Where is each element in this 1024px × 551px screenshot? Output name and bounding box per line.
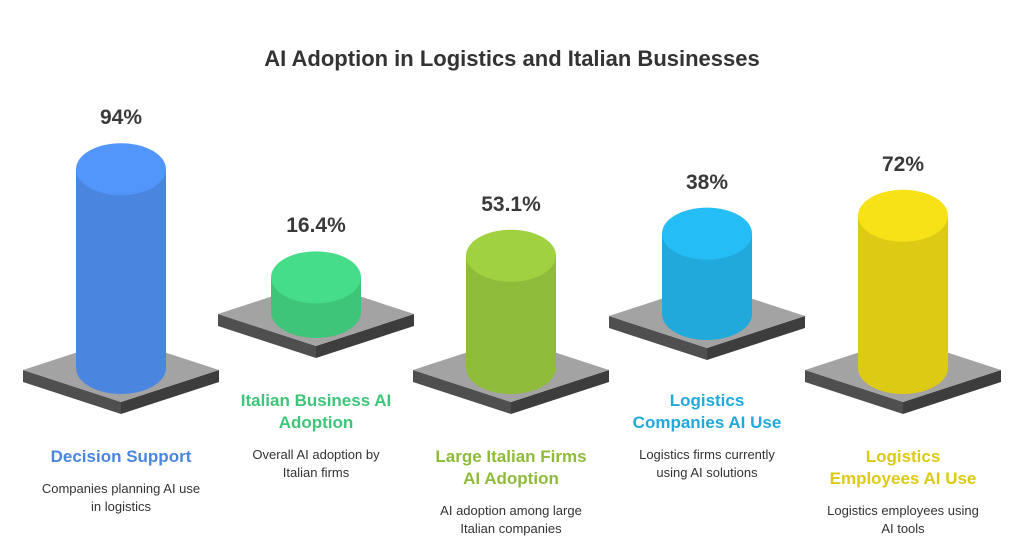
category-label: Decision Support [50, 447, 192, 466]
category-item: Large Italian Firms AI Adoption AI adopti… [411, 446, 611, 538]
platform-side-right [707, 316, 805, 360]
category-item: Logistics Employees AI Use Logistics empl… [803, 446, 1003, 538]
bar-group [23, 143, 219, 414]
category-description: Companies planning AI use in logistics [41, 481, 201, 514]
platform-side-left [805, 370, 903, 414]
bar-cap [76, 143, 166, 196]
data-label: 72% [881, 152, 925, 176]
data-label: 94% [99, 106, 143, 130]
platform-side-left [218, 314, 316, 358]
bar-group [218, 251, 414, 358]
category-label: Large Italian Firms AI Adoption [435, 447, 587, 488]
category-label: Logistics Employees AI Use [829, 447, 977, 488]
category-description: Logistics employees using AI tools [827, 503, 979, 536]
category-item: Logistics Companies AI Use Logistics firm… [607, 390, 807, 482]
bar [76, 169, 166, 394]
bar-cap [858, 189, 948, 242]
category-description: AI adoption among large Italian companie… [440, 503, 582, 536]
category-label: Logistics Companies AI Use [632, 391, 782, 432]
bar [662, 233, 752, 340]
data-label: 16.4% [286, 214, 346, 238]
bar-group [609, 207, 805, 360]
platform-side-right [903, 370, 1001, 414]
platform-side-left [23, 370, 121, 414]
data-label: 53.1% [481, 192, 541, 216]
platform-side-right [121, 370, 219, 414]
bar-group [805, 189, 1001, 414]
platform-side-right [316, 314, 414, 358]
category-label: Italian Business AI Adoption [240, 391, 392, 432]
category-item: Italian Business AI Adoption Overall AI a… [216, 390, 416, 482]
platform-side-left [609, 316, 707, 360]
platform-side-left [413, 370, 511, 414]
data-label: 38% [685, 170, 729, 194]
platform-side-right [511, 370, 609, 414]
category-description: Logistics firms currently using AI solut… [639, 447, 775, 480]
category-description: Overall AI adoption by Italian firms [252, 447, 380, 480]
chart-title: AI Adoption in Logistics and Italian Bus… [264, 46, 760, 71]
bar-cap [466, 229, 556, 282]
bar [858, 215, 948, 394]
bar [466, 255, 556, 394]
bar-cap [271, 251, 361, 304]
category-item: Decision Support Companies planning AI us… [21, 446, 221, 516]
bar-group [413, 229, 609, 414]
bar-cap [662, 207, 752, 260]
